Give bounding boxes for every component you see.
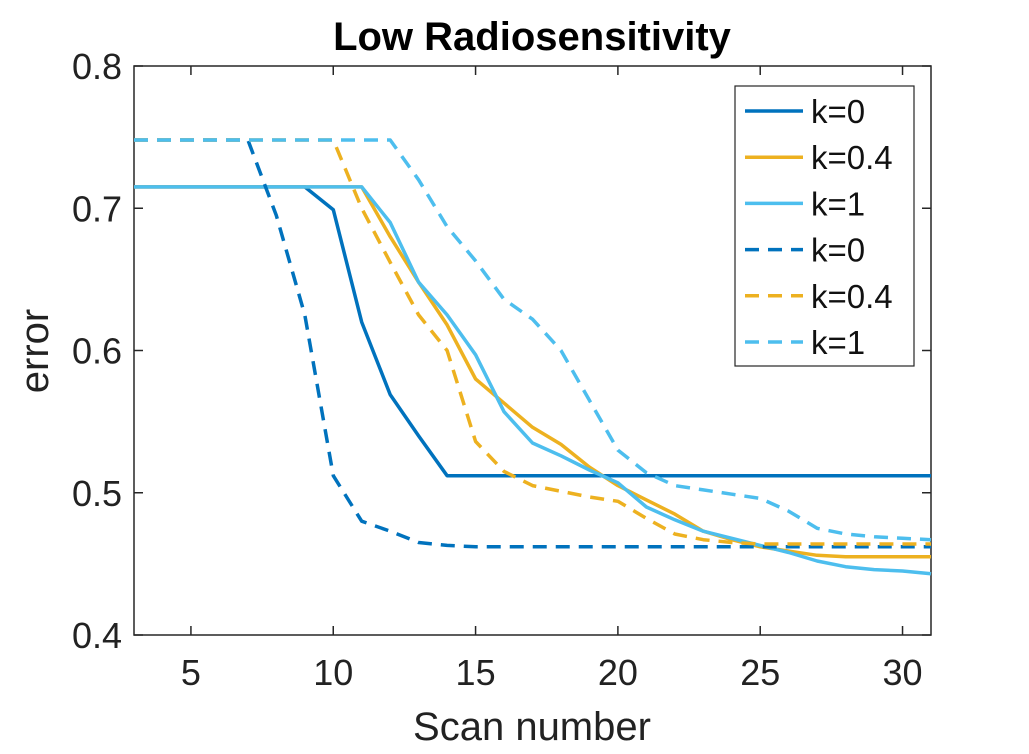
- legend-box: [734, 85, 915, 367]
- y-tick-label: 0.8: [72, 46, 122, 87]
- y-axis-label: error: [13, 309, 57, 393]
- x-tick-label: 5: [181, 652, 201, 693]
- y-tick-label: 0.6: [72, 331, 122, 372]
- series-line-solid-k=1: [134, 185, 932, 576]
- x-tick-label: 30: [883, 652, 923, 693]
- y-tick-label: 0.4: [72, 615, 122, 656]
- legend-label: k=0.4: [811, 278, 893, 315]
- chart-title: Low Radiosensitivity: [333, 15, 732, 59]
- legend-label: k=0.4: [811, 139, 893, 176]
- series-layer: [134, 138, 932, 576]
- legend-label: k=0: [811, 232, 865, 269]
- legend: k=0 k=0.4 k=1 k=0 k=0.4 k=1: [734, 85, 915, 367]
- legend-label: k=1: [811, 324, 865, 361]
- series-line-dashed-k=1: [134, 138, 932, 542]
- y-tick-label: 0.5: [72, 473, 122, 514]
- legend-items: k=0 k=0.4 k=1 k=0 k=0.4 k=1: [745, 93, 893, 361]
- legend-label: k=0: [811, 93, 865, 130]
- x-tick-label: 15: [456, 652, 496, 693]
- series-line-solid-k=0: [134, 185, 931, 478]
- legend-label: k=1: [811, 185, 865, 222]
- series-line-dashed-k=0.4: [134, 138, 931, 546]
- x-tick-label: 10: [313, 652, 353, 693]
- x-tick-label: 20: [598, 652, 638, 693]
- x-tick-label: 25: [740, 652, 780, 693]
- ticks-layer: 5 10 15 20 25 30 0.4 0.5 0.6 0.7 0.8: [72, 46, 931, 693]
- x-axis-label: Scan number: [413, 705, 651, 749]
- series-line-dashed-k=0: [134, 138, 931, 549]
- y-tick-label: 0.7: [72, 188, 122, 229]
